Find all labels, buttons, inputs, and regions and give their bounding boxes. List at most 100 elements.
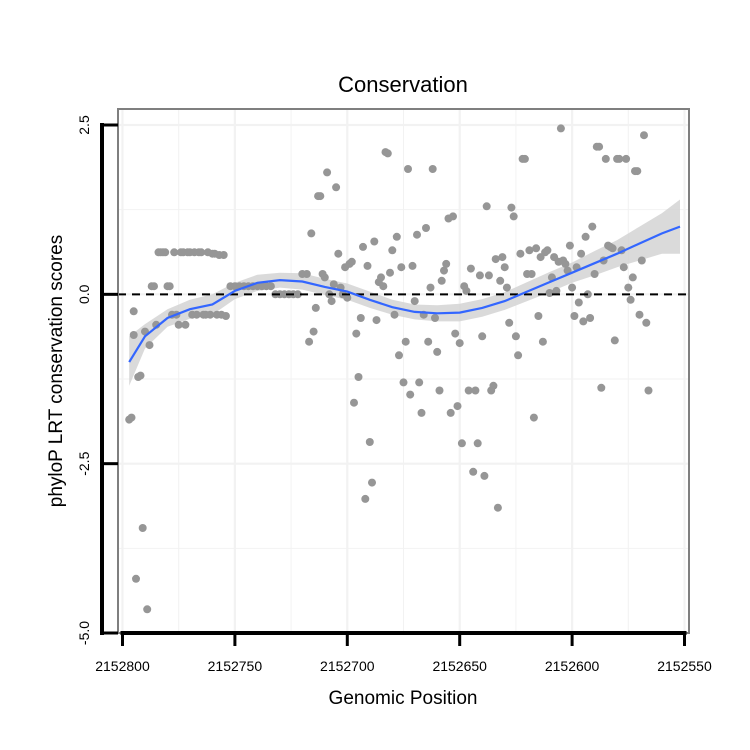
data-point: [462, 286, 471, 295]
data-point: [509, 212, 518, 221]
data-point: [410, 297, 419, 306]
data-point: [406, 390, 415, 399]
chart-title: Conservation: [338, 72, 468, 97]
data-point: [316, 192, 325, 201]
data-point: [570, 312, 579, 320]
data-point: [608, 244, 617, 253]
data-point: [363, 261, 372, 270]
data-point: [453, 402, 462, 411]
data-point: [577, 249, 586, 258]
data-point: [556, 124, 565, 133]
data-point: [469, 467, 478, 476]
data-point: [457, 439, 466, 448]
data-point: [610, 336, 619, 345]
data-points: [125, 124, 653, 614]
data-point: [181, 320, 190, 329]
data-point: [404, 165, 412, 173]
data-point: [626, 295, 635, 304]
data-point: [302, 270, 311, 278]
data-point: [442, 259, 451, 268]
data-point: [435, 386, 444, 395]
data-point: [129, 331, 138, 339]
data-point: [595, 142, 604, 151]
data-point: [475, 271, 484, 280]
data-point: [534, 312, 543, 320]
data-point: [529, 413, 538, 422]
data-point: [343, 293, 352, 302]
data-point: [415, 378, 424, 387]
data-point: [473, 439, 482, 448]
data-point: [372, 316, 381, 325]
data-point: [293, 290, 302, 299]
data-point: [437, 276, 446, 285]
y-tick-label: 2.5: [76, 115, 92, 135]
data-point: [356, 314, 365, 322]
data-point: [413, 230, 421, 239]
data-point: [590, 270, 599, 278]
data-point: [527, 270, 536, 278]
data-point: [377, 273, 385, 282]
data-point: [197, 248, 206, 257]
data-point: [565, 241, 574, 250]
data-point: [383, 149, 392, 158]
data-point: [219, 251, 228, 259]
data-point: [161, 248, 170, 257]
data-point: [266, 282, 275, 291]
data-point: [635, 310, 644, 319]
x-tick-label: 2152750: [208, 658, 263, 674]
data-point: [368, 478, 376, 487]
data-point: [323, 168, 332, 177]
grid-lines: [118, 109, 689, 635]
data-point: [397, 263, 406, 272]
data-point: [496, 276, 505, 285]
data-point: [466, 264, 475, 273]
data-point: [174, 320, 183, 329]
smooth-line-group: [128, 225, 681, 363]
data-point: [545, 289, 554, 297]
data-point: [390, 310, 399, 319]
data-point: [221, 312, 230, 320]
data-point: [145, 341, 154, 350]
confidence-band-group: [129, 199, 680, 386]
data-point: [484, 271, 493, 280]
data-point: [347, 257, 356, 266]
y-axis-label: phyloP LRT conservation scores: [46, 235, 67, 508]
data-point: [192, 310, 201, 319]
data-point: [543, 246, 552, 255]
data-point: [561, 259, 570, 268]
data-point: [538, 337, 547, 346]
data-point: [507, 203, 516, 212]
data-point: [379, 282, 388, 291]
data-point: [309, 327, 318, 336]
data-point: [601, 154, 610, 163]
data-point: [127, 413, 136, 422]
data-point: [619, 263, 628, 272]
data-point: [401, 337, 410, 346]
data-point: [516, 249, 525, 258]
y-tick-label: -2.5: [76, 451, 92, 475]
data-point: [132, 574, 140, 583]
data-point: [471, 386, 480, 395]
data-point: [361, 494, 370, 503]
data-point: [532, 244, 541, 253]
y-tick-label: 0.0: [76, 284, 92, 304]
data-point: [493, 503, 502, 512]
data-point: [579, 317, 588, 326]
data-point: [354, 373, 363, 381]
data-point: [350, 398, 358, 407]
data-point: [597, 383, 606, 392]
data-point: [311, 303, 320, 312]
data-point: [170, 248, 179, 257]
data-point: [129, 307, 138, 316]
data-point: [505, 318, 514, 327]
data-point: [464, 386, 473, 395]
data-point: [334, 249, 343, 258]
data-point: [431, 314, 439, 322]
data-point: [514, 351, 523, 360]
data-point: [395, 351, 403, 360]
data-point: [511, 332, 520, 341]
data-point: [581, 232, 590, 241]
data-point: [644, 386, 653, 395]
data-point: [426, 283, 435, 292]
